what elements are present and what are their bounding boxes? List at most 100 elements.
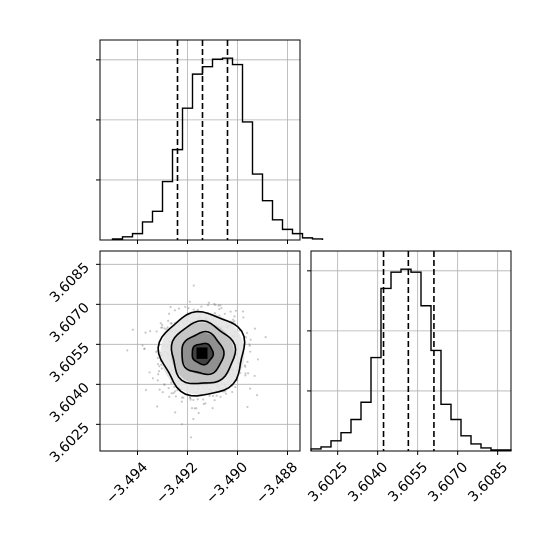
- joint-scatter-point: [215, 394, 218, 397]
- joint-y-tick-label: 3.6085: [47, 260, 93, 306]
- joint-scatter-point: [148, 371, 151, 374]
- joint-scatter-point: [161, 391, 164, 394]
- joint-contour-line: [181, 330, 225, 376]
- joint-scatter-point: [246, 360, 249, 363]
- joint-scatter-point: [244, 374, 247, 377]
- joint-scatter-point: [143, 347, 146, 350]
- joint-scatter-point: [165, 328, 168, 331]
- joint-scatter-point: [249, 387, 252, 390]
- joint-scatter-point: [211, 394, 215, 397]
- joint-scatter-point: [173, 309, 176, 312]
- joint-scatter-point: [253, 327, 257, 330]
- joint-scatter-point: [195, 407, 198, 410]
- joint-x-tick-label: −3.490: [203, 459, 251, 507]
- joint-scatter-point: [174, 411, 177, 414]
- joint-scatter-point: [163, 327, 166, 330]
- y-marginal-x-tick-label: 3.6040: [345, 459, 391, 505]
- joint-scatter-point: [170, 381, 173, 384]
- joint-scatter-point: [213, 302, 216, 306]
- joint-contour-line: [157, 310, 246, 397]
- joint-density-peak: [196, 347, 208, 359]
- joint-scatter-point: [141, 344, 144, 347]
- joint-scatter-point: [177, 307, 181, 310]
- joint-scatter-point: [169, 305, 172, 309]
- joint-scatter-point: [196, 398, 199, 401]
- joint-scatter-point: [211, 407, 214, 410]
- joint-scatter-point: [189, 398, 192, 401]
- joint-scatter-point: [158, 365, 161, 368]
- x-marginal-histogram-steps: [111, 57, 324, 240]
- joint-scatter-point: [172, 391, 175, 395]
- joint-scatter-point: [219, 395, 222, 398]
- joint-scatter-point: [161, 323, 164, 327]
- joint-scatter-point: [208, 394, 211, 397]
- joint-scatter-point: [144, 331, 147, 334]
- joint-scatter-point: [224, 392, 228, 395]
- joint-scatter-point: [245, 331, 249, 334]
- joint-scatter-point: [156, 379, 159, 382]
- joint-scatter-point: [192, 284, 195, 287]
- joint-scatter-point: [169, 322, 172, 325]
- joint-scatter-point: [157, 373, 160, 376]
- joint-scatter-point: [167, 319, 170, 322]
- joint-scatter-point: [202, 402, 205, 406]
- joint-panel: −3.494 −3.492 −3.490 −3.4883.60253.60403.60…: [47, 250, 301, 507]
- joint-scatter-point: [149, 330, 152, 333]
- joint-scatter-point: [243, 364, 247, 367]
- joint-scatter-point: [156, 405, 159, 408]
- joint-scatter-point: [156, 356, 159, 360]
- joint-scatter-point: [189, 396, 192, 400]
- joint-scatter-point: [206, 303, 210, 307]
- joint-scatter-point: [220, 306, 223, 310]
- joint-scatter-point: [180, 423, 184, 426]
- joint-frame: [99, 250, 301, 452]
- joint-scatter-point: [217, 304, 220, 307]
- joint-scatter-point: [248, 343, 251, 346]
- joint-scatter-point: [126, 349, 129, 352]
- joint-y-tick-label: 3.6070: [47, 300, 93, 346]
- joint-scatter-point: [253, 374, 256, 378]
- joint-scatter-point: [173, 385, 176, 388]
- joint-x-tick-label: −3.494: [103, 459, 151, 507]
- joint-scatter-point: [182, 396, 185, 399]
- joint-scatter-point: [167, 312, 171, 315]
- joint-scatter-point: [218, 308, 221, 311]
- x-marginal-frame: [99, 39, 301, 241]
- joint-scatter-point: [131, 328, 134, 331]
- joint-scatter-point: [231, 390, 234, 394]
- joint-scatter-point: [197, 411, 200, 415]
- joint-scatter-point: [213, 311, 216, 315]
- joint-x-tick-label: −3.492: [153, 459, 201, 507]
- joint-scatter-point: [213, 399, 216, 402]
- joint-scatter-point: [163, 383, 166, 386]
- joint-scatter-point: [188, 396, 191, 399]
- joint-scatter-point: [158, 388, 161, 391]
- joint-scatter-point: [249, 338, 252, 341]
- joint-scatter-point: [241, 310, 245, 313]
- joint-scatter-point: [234, 385, 237, 389]
- joint-scatter-point: [223, 312, 226, 315]
- joint-scatter-point: [144, 388, 148, 392]
- joint-scatter-point: [167, 386, 170, 390]
- y-marginal-histogram-steps: [310, 268, 512, 451]
- joint-scatter-point: [176, 389, 179, 392]
- joint-scatter-point: [229, 310, 232, 313]
- joint-scatter-point: [233, 315, 236, 318]
- joint-scatter-point: [244, 365, 247, 368]
- joint-scatter-point: [255, 393, 259, 397]
- joint-scatter-point: [143, 347, 146, 350]
- y-marginal-frame: [310, 250, 512, 452]
- y-marginal-x-tick-label: 3.6070: [425, 459, 471, 505]
- joint-scatter-point: [233, 320, 236, 323]
- joint-scatter-point: [188, 300, 191, 303]
- joint-scatter-point: [219, 304, 222, 307]
- y-marginal-x-tick-label: 3.6025: [305, 459, 351, 505]
- joint-scatter-point: [200, 305, 203, 308]
- joint-scatter-point: [180, 400, 183, 403]
- joint-scatter-point: [248, 344, 251, 347]
- x-marginal-panel: [96, 39, 324, 244]
- joint-scatter-point: [234, 309, 237, 312]
- joint-scatter-point: [156, 362, 160, 366]
